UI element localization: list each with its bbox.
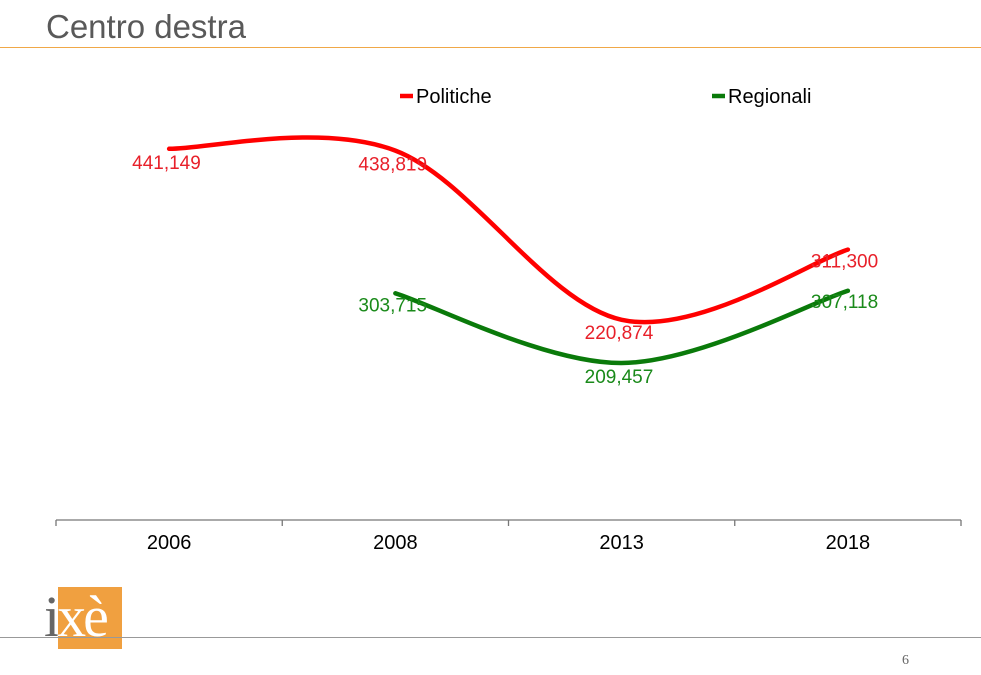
legend-label: Regionali [728, 86, 811, 108]
data-label: 438,819 [358, 155, 427, 176]
x-tick-label: 2013 [599, 532, 644, 554]
line-chart: 2006 2008 2013 2018 441,149 438,819 220,874 311… [55, 86, 962, 554]
x-tick-label: 2018 [826, 532, 871, 554]
x-tick-label: 2008 [373, 532, 418, 554]
data-label: 311,300 [811, 252, 878, 273]
series-line-politiche [166, 135, 851, 325]
title-divider [0, 47, 981, 48]
data-label: 441,149 [132, 153, 201, 174]
legend-label: Politiche [416, 86, 492, 108]
data-label: 220,874 [585, 323, 654, 344]
footer-divider [0, 637, 981, 638]
page-number: 6 [902, 653, 909, 668]
x-tick-label: 2006 [147, 532, 192, 554]
series-line-regionali [393, 288, 851, 366]
data-label: 303,715 [358, 295, 427, 316]
slide-title: Centro destra [46, 8, 246, 45]
logo-box [58, 587, 122, 649]
data-label: 209,457 [585, 367, 654, 388]
data-label: 307,118 [811, 292, 878, 313]
logo-text: ixè [44, 584, 109, 649]
ixe-logo: ixè [44, 584, 122, 649]
